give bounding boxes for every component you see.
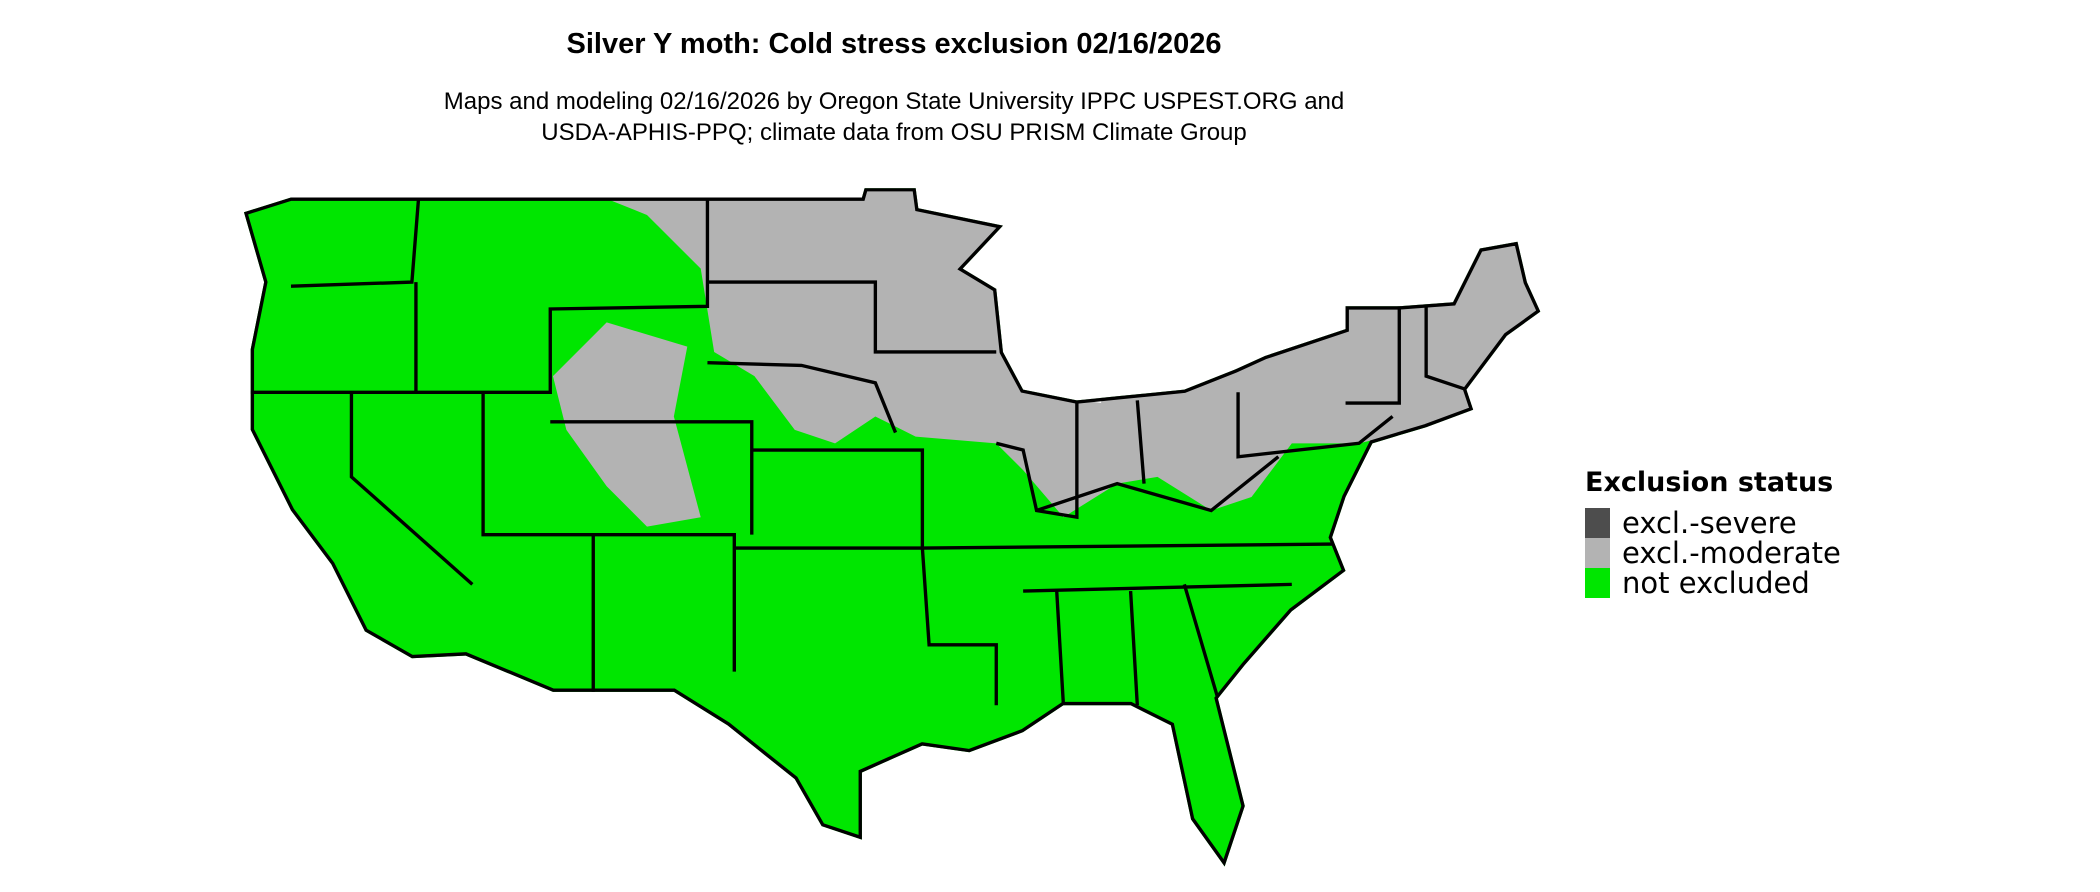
- lake-michigan: [1074, 308, 1107, 404]
- legend-label: not excluded: [1622, 566, 1810, 600]
- subtitle-line-2: USDA-APHIS-PPQ; climate data from OSU PR…: [541, 119, 1247, 146]
- moderate-exclusion-rockies: [552, 322, 701, 527]
- legend-swatch: [1585, 568, 1610, 598]
- legend-item-moderate: excl.-moderate: [1585, 536, 1841, 570]
- legend-label: excl.-severe: [1622, 506, 1797, 540]
- legend-item-severe: excl.-severe: [1585, 506, 1841, 540]
- legend-swatch: [1585, 508, 1610, 538]
- legend-swatch: [1585, 538, 1610, 568]
- legend-item-not-excluded: not excluded: [1585, 566, 1841, 600]
- legend-label: excl.-moderate: [1622, 536, 1841, 570]
- state-borders: [250, 197, 1467, 706]
- map-title: Silver Y moth: Cold stress exclusion 02/…: [566, 28, 1222, 60]
- map-subtitle: Maps and modeling 02/16/2026 by Oregon S…: [0, 86, 1788, 148]
- legend: Exclusion status excl.-severe excl.-mode…: [1585, 467, 1841, 600]
- subtitle-line-1: Maps and modeling 02/16/2026 by Oregon S…: [443, 88, 1345, 115]
- legend-title: Exclusion status: [1585, 467, 1834, 498]
